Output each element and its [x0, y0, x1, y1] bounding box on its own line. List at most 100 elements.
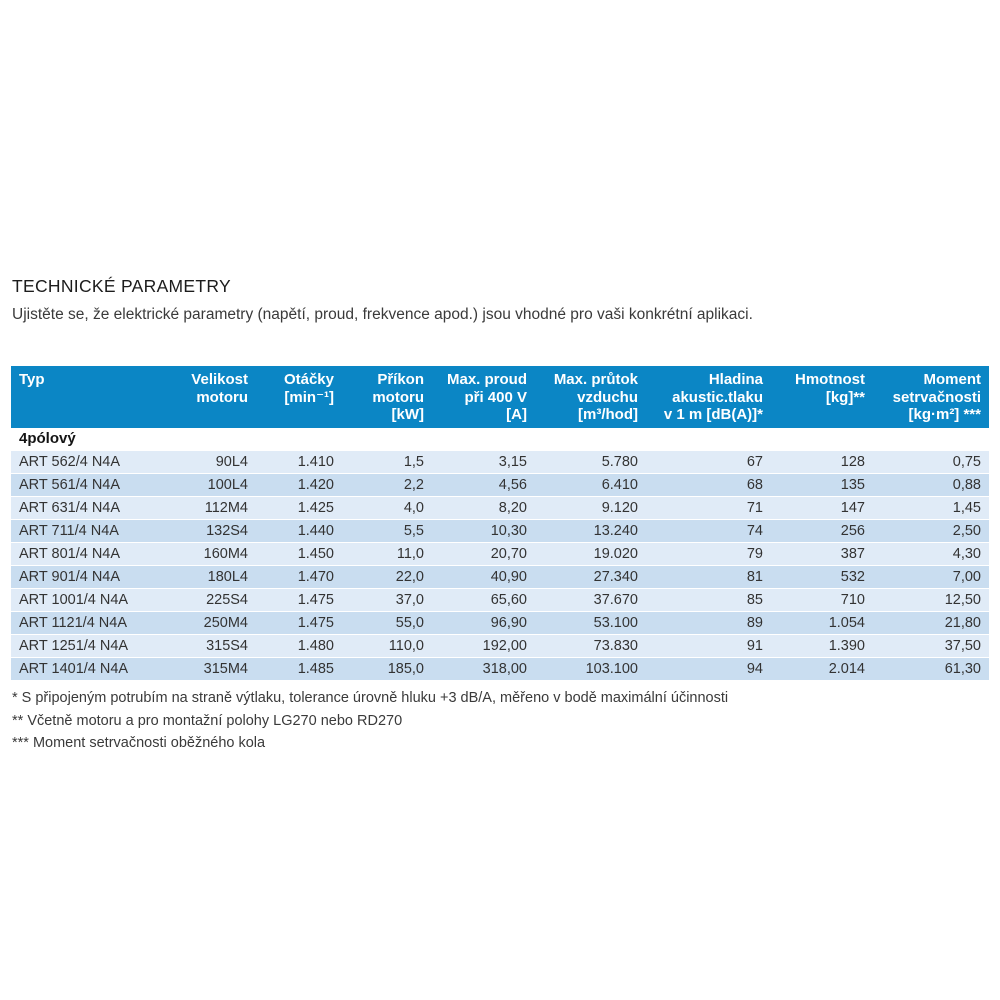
table-row: ART 901/4 N4A 180L4 1.470 22,0 40,90 27.340 81…: [11, 565, 989, 589]
cell-velikost: 315S4: [176, 634, 256, 658]
cell-prikon: 185,0: [342, 657, 432, 681]
cell-typ: ART 1121/4 N4A: [11, 611, 176, 635]
cell-max-proud: 10,30: [432, 519, 535, 543]
cell-max-proud: 192,00: [432, 634, 535, 658]
cell-prikon: 1,5: [342, 450, 432, 474]
cell-hladina: 81: [646, 565, 771, 589]
cell-velikost: 250M4: [176, 611, 256, 635]
column-header-max-prutok: Max. průtok vzduchu [m³/hod]: [535, 366, 646, 428]
footnote: ** Včetně motoru a pro montažní polohy L…: [12, 712, 403, 729]
cell-hmotnost: 532: [771, 565, 873, 589]
cell-hladina: 91: [646, 634, 771, 658]
page-subtitle: Ujistěte se, že elektrické parametry (na…: [12, 306, 753, 323]
cell-moment: 21,80: [873, 611, 989, 635]
cell-moment: 12,50: [873, 588, 989, 612]
cell-hmotnost: 2.014: [771, 657, 873, 681]
table-row: ART 1001/4 N4A 225S4 1.475 37,0 65,60 37.670 8…: [11, 588, 989, 612]
table-row: ART 562/4 N4A 90L4 1.410 1,5 3,15 5.780 67 128 0…: [11, 450, 989, 474]
cell-otacky: 1.475: [256, 611, 342, 635]
cell-hmotnost: 147: [771, 496, 873, 520]
cell-hladina: 94: [646, 657, 771, 681]
cell-hmotnost: 387: [771, 542, 873, 566]
cell-typ: ART 1401/4 N4A: [11, 657, 176, 681]
cell-prikon: 55,0: [342, 611, 432, 635]
column-header-moment: Moment setrvačnosti [kg·m²] ***: [873, 366, 989, 428]
table-row: ART 1401/4 N4A 315M4 1.485 185,0 318,00 103.1…: [11, 657, 989, 681]
footnote: * S připojeným potrubím na straně výtlak…: [12, 690, 729, 706]
table-header-row: Typ Velikost motoru Otáčky [min⁻¹] Příkon m…: [11, 366, 989, 428]
cell-hladina: 89: [646, 611, 771, 635]
cell-max-proud: 4,56: [432, 473, 535, 497]
footnote: *** Moment setrvačnosti oběžného kola: [12, 735, 266, 751]
parameters-table: Typ Velikost motoru Otáčky [min⁻¹] Příkon m…: [11, 366, 989, 681]
cell-max-prutok: 103.100: [535, 657, 646, 681]
table-row: ART 1121/4 N4A 250M4 1.475 55,0 96,90 53.100 8…: [11, 611, 989, 635]
cell-otacky: 1.410: [256, 450, 342, 474]
cell-hladina: 68: [646, 473, 771, 497]
cell-max-prutok: 5.780: [535, 450, 646, 474]
cell-typ: ART 631/4 N4A: [11, 496, 176, 520]
parameters-table-wrap: Typ Velikost motoru Otáčky [min⁻¹] Příkon m…: [11, 366, 990, 681]
cell-velikost: 225S4: [176, 588, 256, 612]
cell-hladina: 74: [646, 519, 771, 543]
cell-max-prutok: 19.020: [535, 542, 646, 566]
cell-hmotnost: 135: [771, 473, 873, 497]
cell-moment: 4,30: [873, 542, 989, 566]
cell-hmotnost: 1.054: [771, 611, 873, 635]
cell-velikost: 160M4: [176, 542, 256, 566]
column-header-typ: Typ: [11, 366, 176, 428]
cell-typ: ART 711/4 N4A: [11, 519, 176, 543]
cell-moment: 1,45: [873, 496, 989, 520]
cell-typ: ART 1251/4 N4A: [11, 634, 176, 658]
cell-otacky: 1.475: [256, 588, 342, 612]
column-header-otacky: Otáčky [min⁻¹]: [256, 366, 342, 428]
cell-max-proud: 3,15: [432, 450, 535, 474]
cell-velikost: 100L4: [176, 473, 256, 497]
page-title: TECHNICKÉ PARAMETRY: [12, 276, 231, 296]
cell-max-proud: 40,90: [432, 565, 535, 589]
cell-hladina: 85: [646, 588, 771, 612]
cell-typ: ART 561/4 N4A: [11, 473, 176, 497]
cell-max-prutok: 6.410: [535, 473, 646, 497]
cell-otacky: 1.450: [256, 542, 342, 566]
cell-hladina: 79: [646, 542, 771, 566]
cell-velikost: 132S4: [176, 519, 256, 543]
table-row: ART 631/4 N4A 112M4 1.425 4,0 8,20 9.120 71 147…: [11, 496, 989, 520]
cell-hladina: 67: [646, 450, 771, 474]
cell-moment: 0,75: [873, 450, 989, 474]
cell-typ: ART 562/4 N4A: [11, 450, 176, 474]
page-content: TECHNICKÉ PARAMETRY Ujistěte se, že elek…: [11, 276, 990, 755]
cell-moment: 0,88: [873, 473, 989, 497]
cell-prikon: 37,0: [342, 588, 432, 612]
section-label: 4pólový: [11, 427, 989, 451]
cell-moment: 2,50: [873, 519, 989, 543]
table-body: 4pólový ART 562/4 N4A 90L4 1.410 1,5 3,15 5.78…: [11, 427, 989, 681]
column-header-hladina: Hladina akustic.tlaku v 1 m [dB(A)]*: [646, 366, 771, 428]
cell-prikon: 110,0: [342, 634, 432, 658]
cell-otacky: 1.470: [256, 565, 342, 589]
table-row: ART 801/4 N4A 160M4 1.450 11,0 20,70 19.020 79…: [11, 542, 989, 566]
cell-prikon: 4,0: [342, 496, 432, 520]
cell-moment: 37,50: [873, 634, 989, 658]
footnotes: * S připojeným potrubím na straně výtlak…: [12, 687, 990, 755]
column-header-max-proud: Max. proud při 400 V [A]: [432, 366, 535, 428]
cell-max-proud: 318,00: [432, 657, 535, 681]
cell-prikon: 2,2: [342, 473, 432, 497]
cell-prikon: 11,0: [342, 542, 432, 566]
cell-max-prutok: 37.670: [535, 588, 646, 612]
cell-max-proud: 65,60: [432, 588, 535, 612]
table-row: ART 561/4 N4A 100L4 1.420 2,2 4,56 6.410 68 135…: [11, 473, 989, 497]
cell-hmotnost: 256: [771, 519, 873, 543]
cell-otacky: 1.485: [256, 657, 342, 681]
table-row: ART 711/4 N4A 132S4 1.440 5,5 10,30 13.240 74 2…: [11, 519, 989, 543]
cell-velikost: 112M4: [176, 496, 256, 520]
cell-hmotnost: 710: [771, 588, 873, 612]
cell-typ: ART 801/4 N4A: [11, 542, 176, 566]
cell-max-prutok: 27.340: [535, 565, 646, 589]
cell-velikost: 180L4: [176, 565, 256, 589]
cell-otacky: 1.480: [256, 634, 342, 658]
section-row: 4pólový: [11, 427, 989, 451]
cell-max-proud: 20,70: [432, 542, 535, 566]
cell-max-prutok: 73.830: [535, 634, 646, 658]
cell-otacky: 1.440: [256, 519, 342, 543]
